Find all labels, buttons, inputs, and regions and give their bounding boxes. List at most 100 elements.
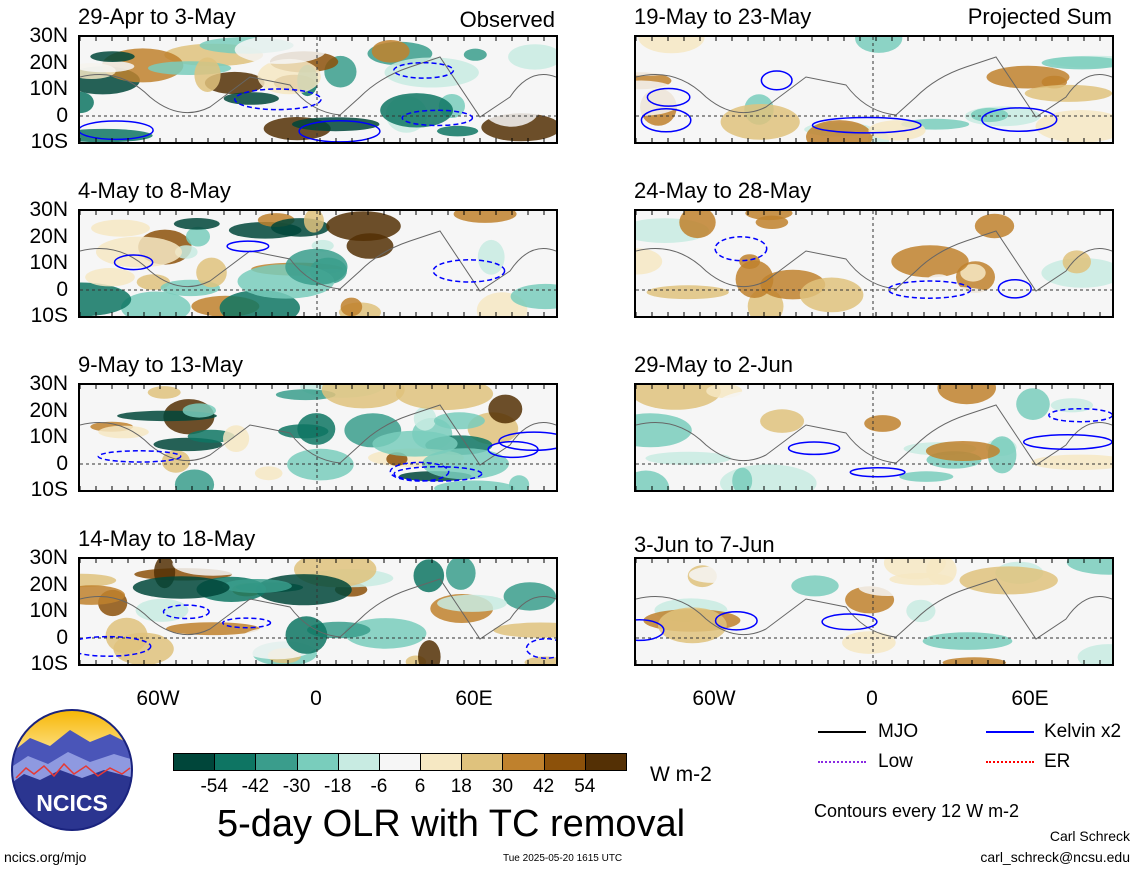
coastline <box>80 230 556 292</box>
kelvin-contour <box>997 278 1032 299</box>
footer-email: carl_schreck@ncsu.edu <box>980 849 1130 865</box>
olr-anomaly-blob <box>303 211 324 233</box>
olr-anomaly-blob <box>1062 250 1091 274</box>
olr-anomaly-blob <box>85 268 135 287</box>
footer-url: ncics.org/mjo <box>4 849 87 865</box>
legend-label-kelvin: Kelvin x2 <box>1044 721 1122 742</box>
kelvin-contour <box>80 635 152 657</box>
olr-heatmap <box>80 37 556 142</box>
olr-anomaly-blob <box>477 239 505 275</box>
olr-anomaly-blob <box>172 559 254 576</box>
colorbar-swatch <box>420 753 463 771</box>
kelvin-contour <box>636 619 665 642</box>
olr-anomaly-blob <box>223 425 250 452</box>
colorbar-swatch <box>214 753 257 771</box>
olr-anomaly-blob <box>864 415 901 432</box>
olr-anomaly-blob <box>679 211 716 239</box>
panel-title-obs-3: 9-May to 13-May <box>78 352 244 377</box>
kelvin-contour <box>811 116 922 134</box>
units-label: W m-2 <box>650 763 712 786</box>
lat-tick-label: 20N <box>29 398 68 422</box>
colorbar-tick-label: -30 <box>282 776 311 797</box>
colorbar-swatch <box>502 753 545 771</box>
kelvin-contour <box>821 613 878 631</box>
olr-anomaly-blob <box>1041 56 1112 70</box>
map-panel-proj-1 <box>634 35 1114 144</box>
olr-anomaly-blob <box>937 385 996 405</box>
legend-label-er: ER <box>1044 751 1071 772</box>
colorbar-tick-label: -42 <box>241 776 270 797</box>
coastline <box>636 230 1112 292</box>
olr-anomaly-blob <box>80 60 135 73</box>
footer-timestamp: Tue 2025-05-20 1615 UTC <box>503 853 623 864</box>
kelvin-contour <box>162 604 210 620</box>
olr-anomaly-blob <box>80 282 132 316</box>
olr-anomaly-blob <box>161 450 190 473</box>
lon-tick-label: 0 <box>310 687 322 710</box>
coastline <box>636 578 1112 640</box>
olr-anomaly-blob <box>930 77 966 106</box>
colorbar-tick-label: -18 <box>323 776 352 797</box>
panel-title-obs-4: 14-May to 18-May <box>78 526 256 551</box>
olr-anomaly-blob <box>80 585 125 605</box>
olr-anomaly-blob <box>327 37 367 61</box>
olr-anomaly-blob <box>254 466 283 481</box>
olr-anomaly-blob <box>285 616 328 654</box>
kelvin-contour <box>887 280 972 299</box>
kelvin-contour <box>1022 433 1112 451</box>
kelvin-contour <box>714 236 768 262</box>
legend-label-low: Low <box>878 751 913 772</box>
colorbar-swatch <box>378 753 422 771</box>
olr-anomaly-blob <box>508 44 556 70</box>
kelvin-contour <box>389 461 450 482</box>
olr-anomaly-blob <box>121 291 191 316</box>
map-panel-obs-3 <box>78 383 558 492</box>
olr-anomaly-blob <box>182 403 216 418</box>
olr-anomaly-blob <box>1035 110 1112 142</box>
olr-anomaly-blob <box>80 91 94 114</box>
ncics-logo: NCICS <box>10 708 134 832</box>
olr-anomaly-blob <box>906 599 936 623</box>
legend-swatch-low <box>818 761 866 763</box>
lat-tick-label: 20N <box>29 50 68 74</box>
map-panel-proj-2 <box>634 209 1114 318</box>
olr-anomaly-blob <box>372 430 458 457</box>
olr-heatmap <box>636 211 1112 316</box>
olr-anomaly-blob <box>1016 388 1050 420</box>
olr-anomaly-blob <box>942 657 1006 664</box>
lat-tick-label: 10N <box>29 425 68 448</box>
kelvin-contour <box>849 466 906 478</box>
olr-anomaly-blob <box>1031 454 1112 470</box>
olr-anomaly-blob <box>922 274 956 305</box>
olr-anomaly-blob <box>433 412 485 430</box>
coastline <box>636 56 1112 118</box>
olr-anomaly-blob <box>196 257 227 288</box>
olr-anomaly-blob <box>340 297 363 316</box>
olr-anomaly-blob <box>899 471 954 482</box>
lat-tick-label: 0 <box>56 277 68 301</box>
olr-anomaly-blob <box>636 385 721 410</box>
olr-anomaly-blob <box>488 394 523 424</box>
olr-anomaly-blob <box>483 89 540 127</box>
lon-tick-label: 60W <box>136 687 180 710</box>
olr-anomaly-blob <box>791 575 839 597</box>
lat-tick-label: 10S <box>30 652 68 675</box>
olr-anomaly-blob <box>855 37 903 53</box>
olr-anomaly-blob <box>91 219 150 237</box>
olr-heatmap <box>636 385 1112 490</box>
lat-tick-label: 0 <box>56 625 68 649</box>
olr-anomaly-blob <box>732 467 753 490</box>
observed-label: Observed <box>459 7 555 32</box>
olr-anomaly-blob <box>446 559 476 590</box>
olr-anomaly-blob <box>636 470 670 490</box>
olr-anomaly-blob <box>285 248 348 286</box>
colorbar-swatch <box>584 753 627 771</box>
olr-anomaly-blob <box>688 566 736 583</box>
olr-anomaly-blob <box>98 425 149 439</box>
logo-text: NCICS <box>36 790 108 816</box>
lat-tick-label: 30N <box>29 24 68 47</box>
colorbar-tick-label: 30 <box>491 776 514 797</box>
lat-tick-label: 10S <box>30 304 68 327</box>
colorbar-swatch <box>543 753 586 771</box>
kelvin-contour <box>760 70 793 91</box>
